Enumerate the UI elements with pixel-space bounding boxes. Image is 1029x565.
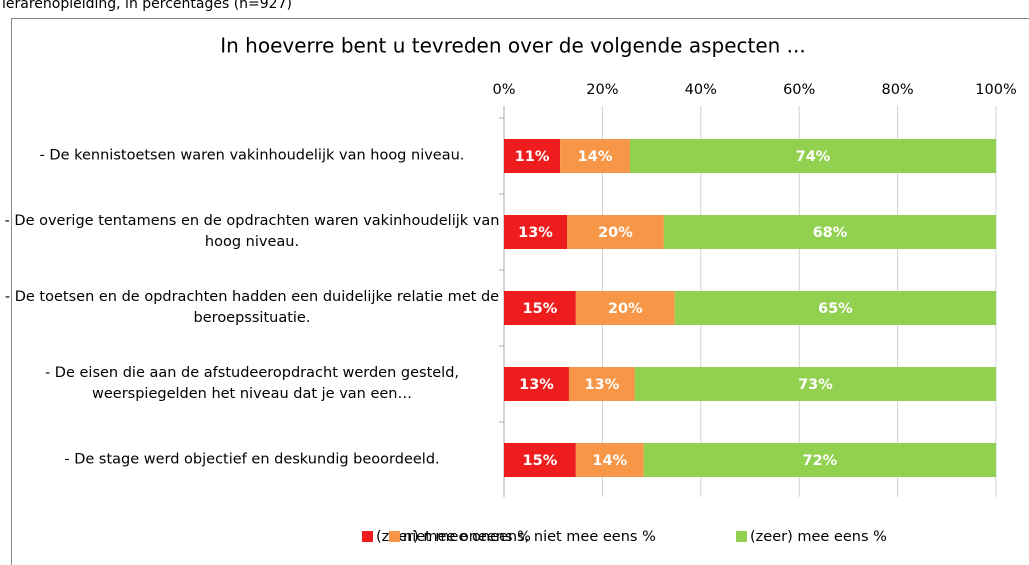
x-tick-label: 0%	[492, 82, 515, 98]
data-label: 68%	[813, 225, 848, 241]
data-label: 72%	[803, 453, 838, 469]
data-label: 65%	[818, 301, 853, 317]
bar-segment	[629, 139, 996, 173]
data-label: 14%	[592, 453, 627, 469]
data-label: 74%	[796, 149, 831, 165]
data-label: 20%	[608, 301, 643, 317]
data-label: 11%	[515, 149, 550, 165]
bar-segment	[504, 139, 561, 173]
bar-segment	[566, 215, 664, 249]
bar-segment	[643, 443, 996, 477]
bar-segment	[575, 443, 644, 477]
bar-segment	[504, 215, 567, 249]
x-tick-label: 80%	[881, 82, 913, 98]
bar-segment	[575, 291, 675, 325]
category-label: - De eisen die aan de afstudeeropdracht …	[44, 365, 460, 402]
bar-segment	[504, 291, 576, 325]
data-label: 13%	[585, 377, 620, 393]
data-label: 13%	[519, 377, 554, 393]
legend-label: niet mee oneens, niet mee eens %	[403, 529, 656, 545]
data-label: 20%	[598, 225, 633, 241]
data-label: 14%	[578, 149, 613, 165]
data-label: 73%	[798, 377, 833, 393]
category-label: - De kennistoetsen waren vakinhoudelijk …	[39, 147, 465, 164]
bar-segment	[560, 139, 630, 173]
category-label: - De stage werd objectief en deskundig b…	[64, 451, 440, 468]
bar-segment	[663, 215, 996, 249]
bar-segment	[504, 367, 569, 401]
legend-swatch	[362, 531, 373, 542]
data-label: 15%	[523, 301, 558, 317]
x-tick-label: 20%	[586, 82, 618, 98]
bar-segment	[634, 367, 996, 401]
bar-segment	[568, 367, 635, 401]
data-label: 15%	[523, 453, 558, 469]
x-tick-label: 100%	[975, 82, 1016, 98]
legend-swatch	[389, 531, 400, 542]
data-label: 13%	[518, 225, 553, 241]
caption: lerarenopleiding, in percentages (n=927)	[2, 0, 292, 12]
bar-segment	[504, 443, 576, 477]
bar-segment	[674, 291, 996, 325]
legend-swatch	[736, 531, 747, 542]
category-label: - De toetsen en de opdrachten hadden een…	[4, 289, 500, 326]
legend-label: (zeer) mee eens %	[750, 529, 887, 545]
category-label: - De overige tentamens en de opdrachten …	[4, 213, 500, 250]
x-tick-label: 40%	[685, 82, 717, 98]
chart-title: In hoeverre bent u tevreden over de volg…	[220, 34, 806, 58]
legend-label: (zeer) mee oneens %	[376, 529, 531, 545]
x-tick-label: 60%	[783, 82, 815, 98]
